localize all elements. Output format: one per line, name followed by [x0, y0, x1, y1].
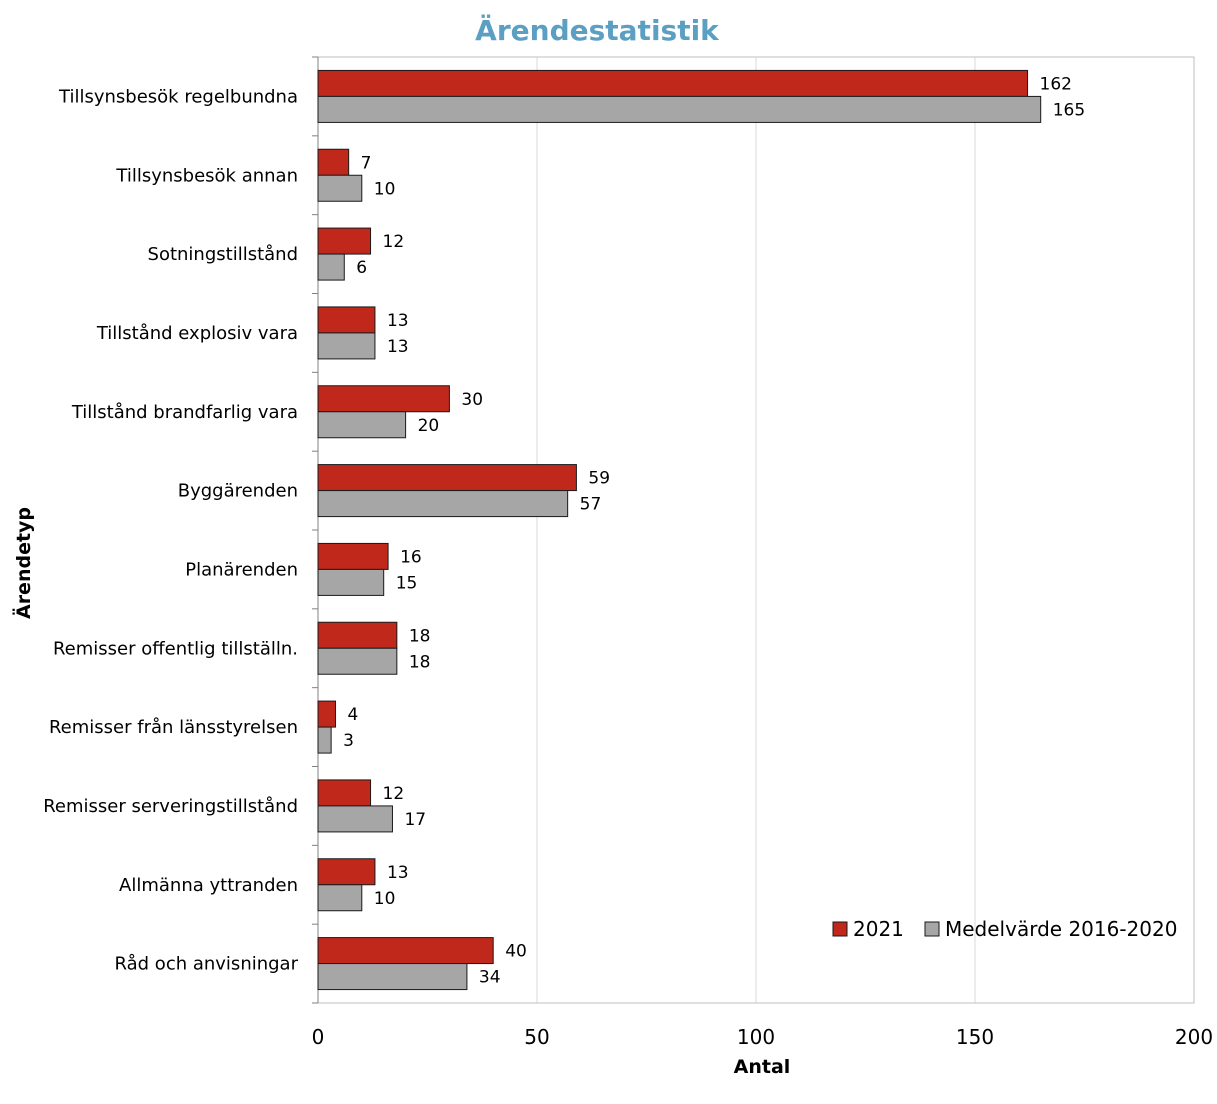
data-label: 40: [505, 942, 527, 962]
bar-medelvarde: [317, 253, 345, 281]
data-label: 12: [383, 784, 405, 804]
x-tick-labels: 0 50 100 150 200: [312, 1025, 1213, 1049]
legend: 2021 Medelvärde 2016-2020: [832, 917, 1177, 941]
bar-2021: [317, 858, 376, 886]
legend-swatch: [924, 921, 940, 937]
x-tick-label: 0: [312, 1025, 325, 1049]
category-labels: Tillsynsbesök regelbundna Tillsynsbesök a…: [43, 86, 298, 974]
x-axis-label: Antal: [734, 1056, 791, 1078]
category-label: Remisser från länsstyrelsen: [49, 717, 298, 738]
data-label: 17: [404, 810, 426, 830]
bar-2021: [317, 464, 577, 492]
bar-medelvarde: [317, 805, 393, 833]
data-label: 6: [356, 258, 367, 278]
category-label: Byggärenden: [178, 481, 298, 502]
data-label: 162: [1040, 74, 1072, 94]
category-label: Tillsynsbesök annan: [115, 165, 298, 186]
bar-medelvarde: [317, 963, 468, 991]
data-labels: 1621657101261313302059571615181843121713…: [343, 74, 1085, 987]
category-label: Råd och anvisningar: [115, 954, 299, 975]
data-label: 7: [361, 153, 372, 173]
data-label: 165: [1053, 100, 1085, 120]
x-tick-label: 150: [956, 1025, 994, 1049]
bar-medelvarde: [317, 726, 332, 754]
bar-medelvarde: [317, 174, 363, 202]
x-tick-label: 50: [524, 1025, 549, 1049]
category-label: Remisser serveringstillstånd: [43, 796, 298, 817]
data-label: 4: [348, 705, 359, 725]
data-label: 3: [343, 731, 354, 751]
category-label: Planärenden: [185, 559, 298, 580]
bar-2021: [317, 700, 337, 728]
data-label: 10: [374, 179, 396, 199]
x-tick-label: 200: [1175, 1025, 1213, 1049]
gridlines: [536, 57, 976, 1003]
bar-medelvarde: [317, 332, 376, 360]
legend-label: 2021: [853, 917, 904, 941]
category-label: Tillsynsbesök regelbundna: [58, 86, 298, 107]
bar-medelvarde: [317, 411, 407, 439]
data-label: 59: [588, 469, 610, 489]
data-label: 13: [387, 863, 409, 883]
y-axis: [312, 56, 319, 1004]
category-label: Sotningstillstånd: [148, 244, 298, 265]
legend-swatch: [832, 921, 848, 937]
data-label: 20: [418, 416, 440, 436]
bar-medelvarde: [317, 95, 1042, 123]
category-label: Tillstånd brandfarlig vara: [71, 402, 298, 423]
bar-2021: [317, 621, 398, 649]
bar-2021: [317, 148, 350, 176]
data-label: 34: [479, 968, 501, 988]
data-label: 16: [400, 547, 422, 567]
data-label: 13: [387, 337, 409, 357]
bar-medelvarde: [317, 490, 569, 518]
bars: [317, 69, 1042, 991]
bar-2021: [317, 227, 372, 255]
bar-2021: [317, 937, 494, 965]
bar-medelvarde: [317, 568, 385, 596]
y-axis-label: Ärendetyp: [11, 507, 35, 619]
data-label: 18: [409, 626, 431, 646]
category-label: Tillstånd explosiv vara: [96, 323, 298, 344]
data-label: 12: [383, 232, 405, 252]
data-label: 30: [461, 390, 483, 410]
data-label: 15: [396, 573, 418, 593]
category-label: Remisser offentlig tillställn.: [53, 638, 298, 659]
legend-label: Medelvärde 2016-2020: [945, 917, 1177, 941]
bar-2021: [317, 542, 389, 570]
data-label: 18: [409, 652, 431, 672]
bar-2021: [317, 69, 1029, 97]
data-label: 57: [580, 495, 602, 515]
category-label: Allmänna yttranden: [119, 875, 298, 896]
x-tick-label: 100: [737, 1025, 775, 1049]
chart-title: Ärendestatistik: [475, 13, 720, 47]
bar-2021: [317, 385, 450, 413]
bar-2021: [317, 306, 376, 334]
bar-medelvarde: [317, 647, 398, 675]
bar-2021: [317, 779, 372, 807]
bar-medelvarde: [317, 884, 363, 912]
data-label: 10: [374, 889, 396, 909]
data-label: 13: [387, 311, 409, 331]
